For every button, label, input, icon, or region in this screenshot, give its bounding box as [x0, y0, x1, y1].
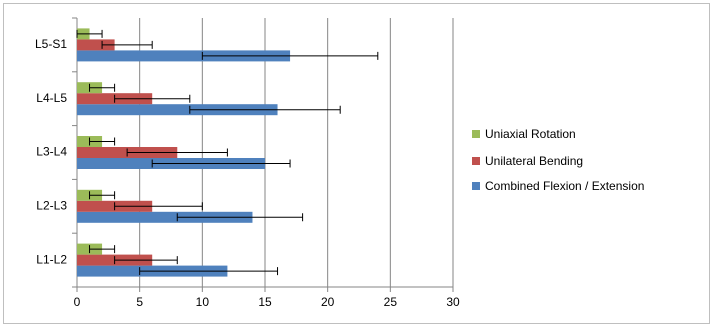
- legend-swatch: [472, 130, 480, 138]
- error-bar: [101, 40, 153, 49]
- x-tick-label: 15: [258, 295, 272, 309]
- y-tick-label: L5-S1: [35, 37, 67, 51]
- error-bar: [189, 105, 341, 114]
- x-tick-label: 25: [384, 295, 398, 309]
- error-bar: [114, 94, 191, 103]
- bar: [77, 39, 115, 51]
- error-bar: [89, 137, 116, 146]
- bar: [77, 104, 278, 116]
- y-tick-label: L3-L4: [36, 145, 67, 159]
- error-bar: [176, 213, 304, 222]
- x-tick-label: 20: [321, 295, 335, 309]
- y-tick-label: L4-L5: [36, 91, 67, 105]
- y-tick-label: L2-L3: [36, 198, 67, 212]
- bar: [77, 50, 291, 62]
- error-bar: [76, 29, 103, 38]
- error-bar: [89, 83, 116, 92]
- bar: [77, 211, 253, 223]
- x-tick-label: 5: [136, 295, 143, 309]
- x-tick-label: 10: [196, 295, 210, 309]
- legend-label: Unilateral Bending: [485, 154, 583, 168]
- x-tick-label: 30: [446, 295, 460, 309]
- error-bar: [114, 202, 203, 211]
- x-tick-label: 0: [74, 295, 81, 309]
- legend-label: Uniaxial Rotation: [485, 127, 576, 141]
- legend-label: Combined Flexion / Extension: [485, 179, 644, 193]
- error-bar: [126, 148, 228, 157]
- error-bar: [201, 51, 379, 60]
- legend-swatch: [472, 182, 480, 190]
- error-bar: [151, 159, 291, 168]
- y-tick-label: L1-L2: [36, 252, 67, 266]
- legend-swatch: [472, 157, 480, 165]
- error-bar: [89, 245, 116, 254]
- error-bar: [114, 256, 178, 265]
- error-bar: [89, 191, 116, 200]
- error-bar: [139, 267, 279, 276]
